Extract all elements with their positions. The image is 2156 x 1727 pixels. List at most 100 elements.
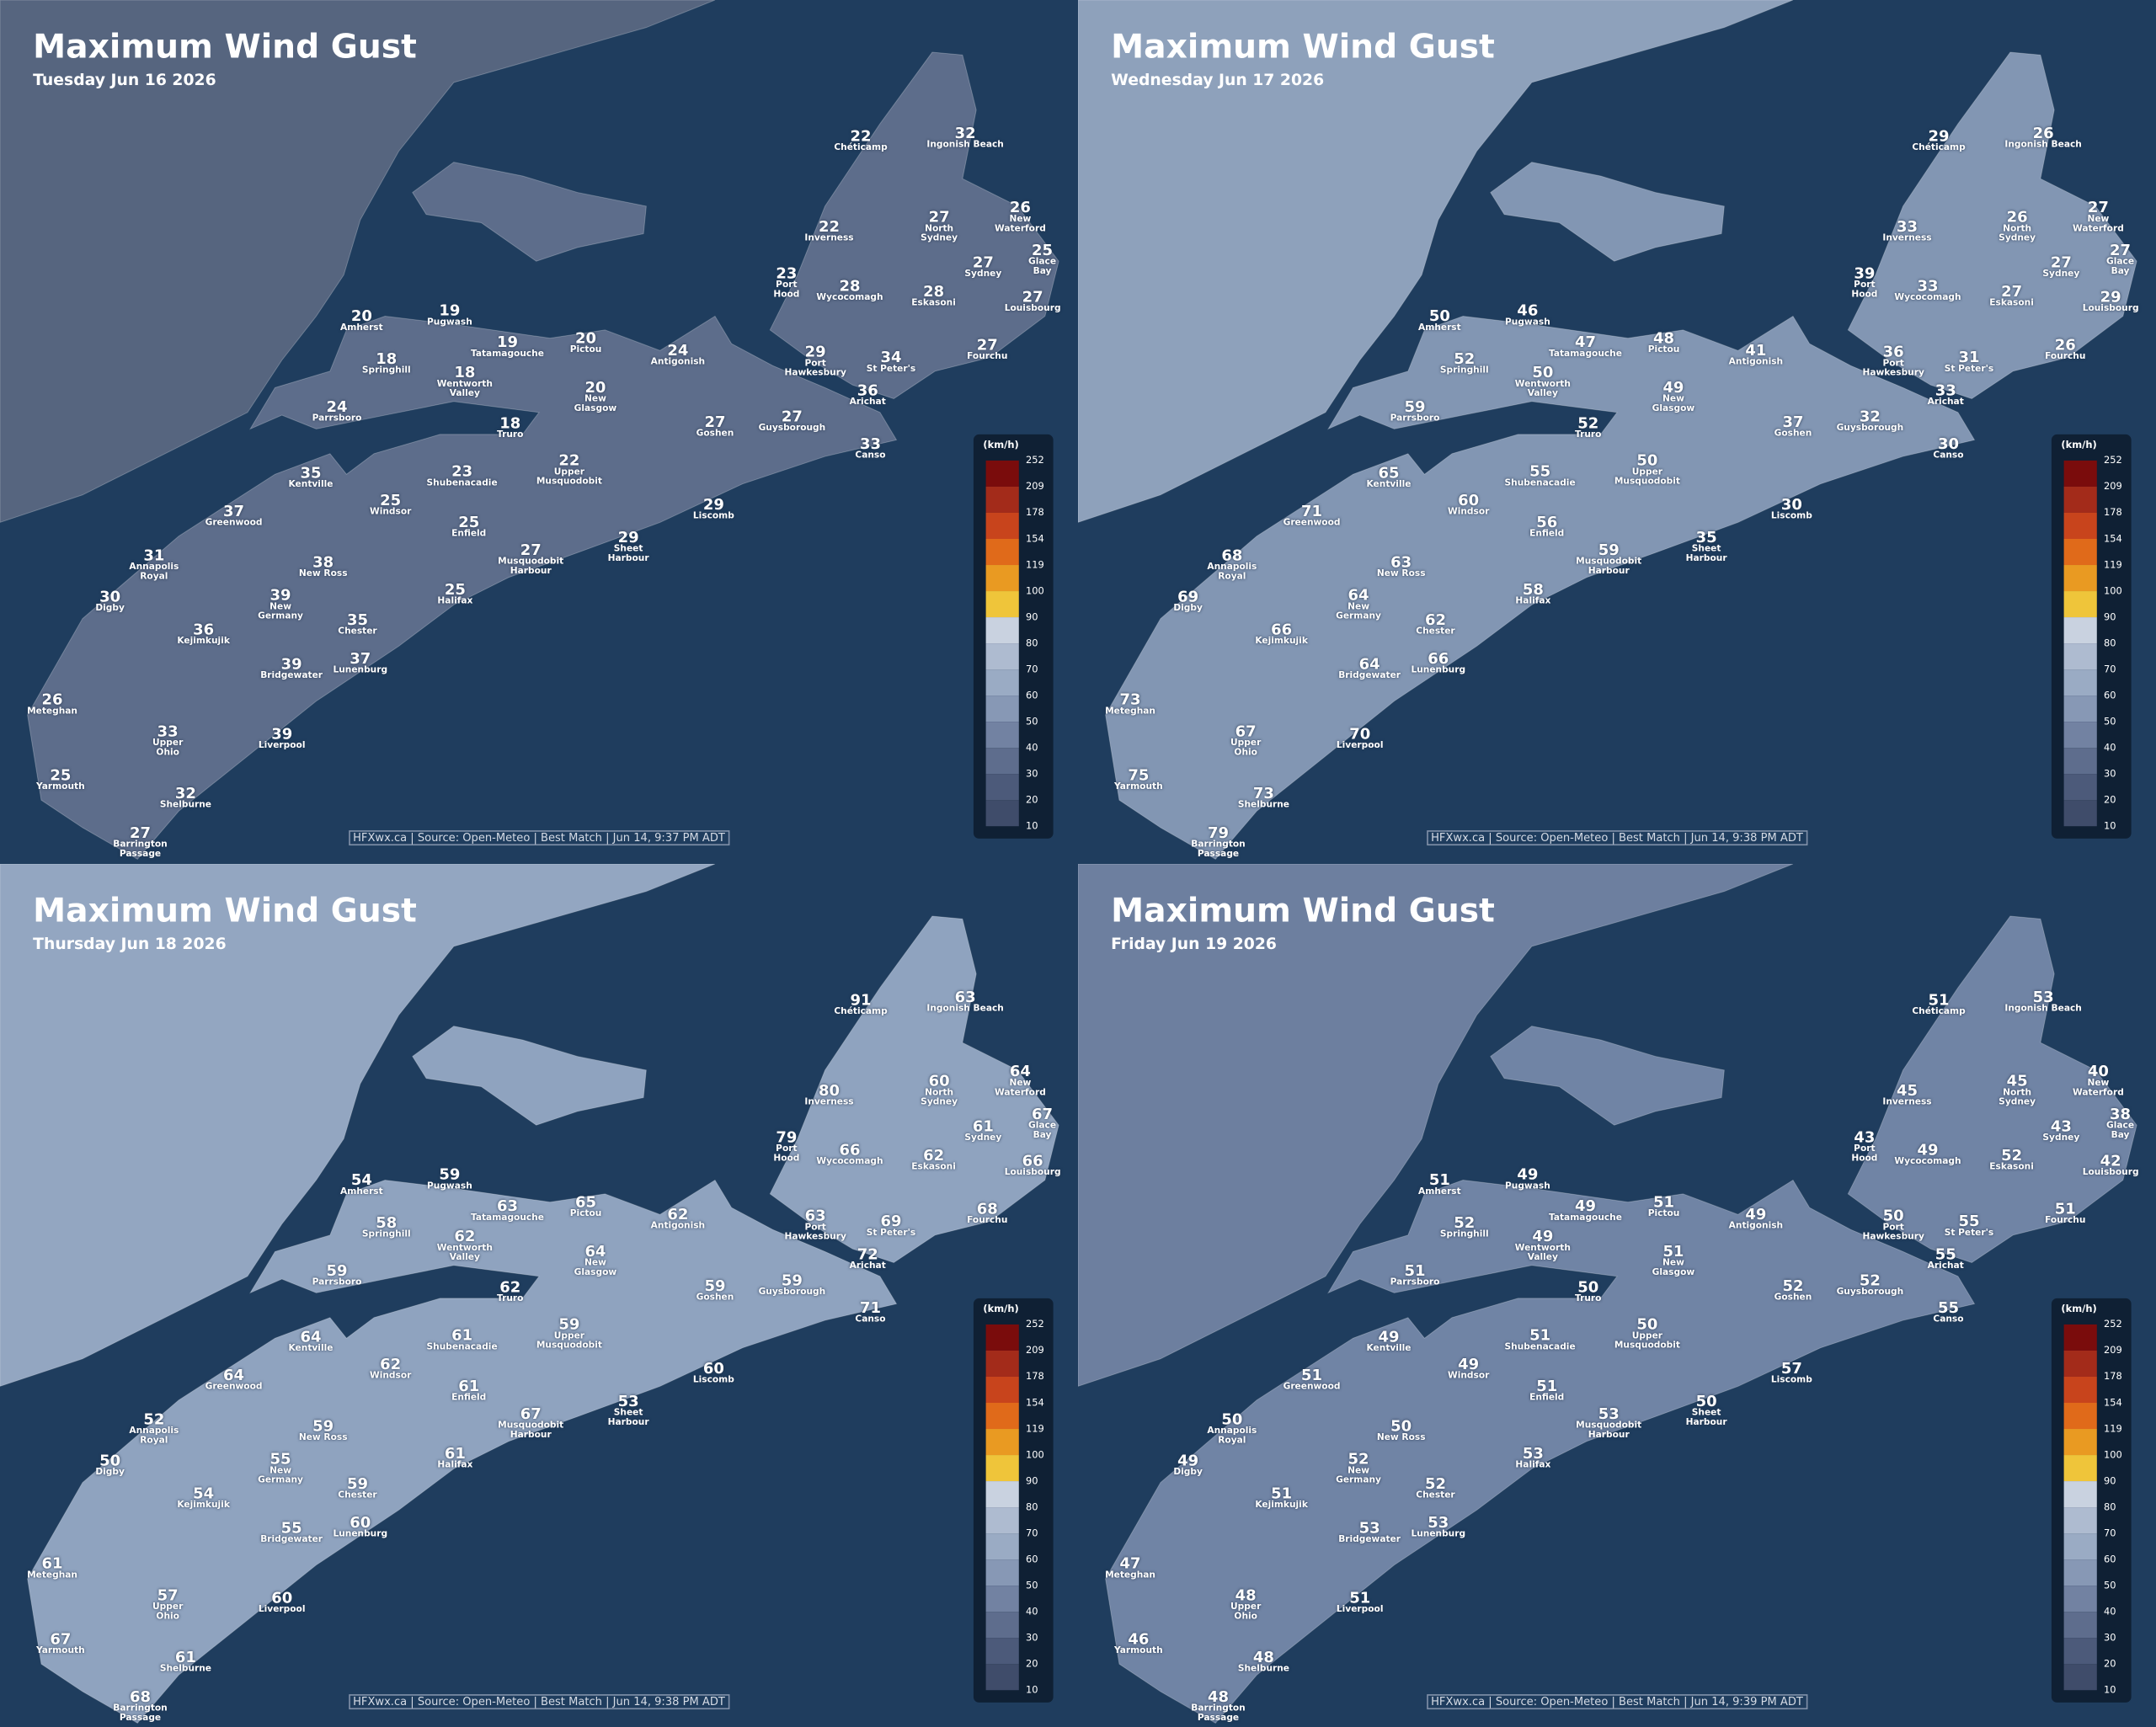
gust-value: 28 [923, 282, 945, 301]
gust-value: 48 [1653, 329, 1675, 348]
gust-value: 27 [976, 336, 998, 354]
gust-value: 27 [1022, 288, 1043, 306]
location-name: Truro [1575, 1292, 1602, 1303]
location-name: Glace Bay [2106, 1119, 2135, 1140]
location-name: Antigonish [650, 1219, 706, 1231]
gust-value: 62 [1424, 610, 1446, 629]
legend-tick: 70 [1025, 664, 1038, 675]
gust-value: 60 [702, 1359, 724, 1378]
location-name: Bridgewater [1338, 1532, 1401, 1544]
gust-value: 59 [439, 1165, 461, 1184]
location-name: Kejimkujik [177, 1498, 230, 1510]
legend-tick: 50 [1025, 1580, 1038, 1591]
location-name: Yarmouth [36, 781, 85, 792]
land-pei [1490, 162, 1725, 262]
legend-tick: 80 [1025, 637, 1038, 649]
gust-value: 45 [2006, 1071, 2028, 1090]
legend-tick: 90 [2103, 1475, 2116, 1487]
legend: (km/h) 252 209 178 154 119 100 90 80 70 60 50 40 30 20… [2051, 434, 2132, 839]
location-name: Louisbourg [1004, 302, 1061, 314]
gust-value: 62 [667, 1205, 689, 1223]
gust-value: 51 [1404, 1261, 1426, 1280]
location-name: Inverness [1882, 232, 1932, 243]
location-name: Amherst [340, 322, 383, 333]
legend-tick: 178 [2103, 1370, 2122, 1383]
location-name: Ingonish Beach [926, 1002, 1004, 1014]
gust-value: 64 [1348, 586, 1369, 605]
gust-value: 53 [1598, 1404, 1620, 1423]
gust-value: 47 [1574, 333, 1596, 352]
location-name: Liscomb [692, 509, 734, 521]
legend-swatch [985, 1663, 1019, 1690]
gust-value: 37 [1782, 413, 1804, 431]
gust-value: 37 [223, 502, 245, 520]
legend-tick: 154 [1025, 1396, 1044, 1409]
location-name: Port Hood [773, 1142, 800, 1164]
legend-swatch [985, 617, 1019, 644]
location-name: North Sydney [1999, 1085, 2036, 1107]
gust-value: 69 [880, 1212, 902, 1230]
gust-value: 29 [702, 495, 724, 514]
gust-value: 50 [1221, 1410, 1243, 1428]
gust-value: 50 [1428, 306, 1450, 326]
gust-value: 30 [1937, 434, 1959, 453]
gust-value: 68 [130, 1687, 152, 1706]
location-name: New Ross [298, 568, 348, 579]
gust-value: 25 [1032, 241, 1054, 259]
legend-tick: 252 [1025, 455, 1044, 466]
location-name: North Sydney [921, 222, 958, 243]
location-name: Kentville [288, 478, 334, 490]
legend-tick: 60 [1025, 690, 1038, 701]
gust-value: 53 [2032, 988, 2054, 1006]
location-name: New Germany [258, 600, 303, 621]
gust-value: 38 [312, 553, 334, 572]
location-name: St Peter's [866, 363, 916, 375]
location-name: Sheet Harbour [1685, 1406, 1727, 1427]
gust-value: 18 [376, 349, 398, 368]
legend-tick: 252 [1025, 1318, 1044, 1330]
location-name: Yarmouth [1114, 781, 1163, 792]
location-name: Annapolis Royal [129, 561, 179, 582]
location-name: Greenwood [1283, 1380, 1341, 1392]
gust-value: 91 [850, 990, 872, 1009]
location-name: Tatamagouche [470, 348, 544, 360]
location-name: Kentville [288, 1341, 334, 1353]
gust-value: 51 [1653, 1192, 1675, 1211]
gust-value: 20 [350, 306, 372, 326]
gust-value: 27 [2001, 282, 2023, 301]
gust-value: 29 [1928, 127, 1950, 146]
legend-tick: 60 [2103, 1554, 2116, 1565]
gust-value: 26 [41, 690, 63, 709]
gust-value: 32 [1859, 408, 1881, 426]
location-name: Upper Ohio [1230, 1600, 1262, 1622]
location-name: North Sydney [1999, 222, 2036, 243]
gust-value: 55 [1937, 1298, 1959, 1317]
gust-value: 51 [1928, 990, 1950, 1009]
gust-value: 51 [1662, 1242, 1684, 1261]
location-name: Enfield [451, 527, 487, 539]
location-name: Upper Musquodobit [536, 466, 602, 487]
location-name: Port Hood [1851, 1142, 1878, 1164]
location-name: Inverness [1882, 1095, 1932, 1107]
location-name: Upper Ohio [152, 1600, 184, 1622]
location-name: New Ross [298, 1431, 348, 1442]
gust-value: 52 [1454, 1213, 1476, 1232]
location-name: Fourchu [967, 1213, 1008, 1225]
gust-value: 34 [880, 348, 902, 367]
location-name: Port Hawkesbury [784, 1220, 846, 1242]
location-name: Chéticamp [1912, 1005, 1966, 1016]
location-name: Canso [855, 449, 886, 461]
location-name: Musquodobit Harbour [498, 555, 564, 577]
legend-tick: 100 [2103, 585, 2122, 597]
location-name: Upper Ohio [1230, 737, 1262, 758]
gust-value: 55 [280, 1518, 302, 1537]
gust-value: 35 [300, 464, 322, 482]
legend-swatch [2063, 696, 2097, 722]
legend-swatch [985, 748, 1019, 775]
gust-value: 49 [1378, 1327, 1400, 1346]
location-name: Wentworth Valley [1514, 1241, 1571, 1262]
legend-swatch [2063, 617, 2097, 644]
map-panel: Maximum Wind Gust Tuesday Jun 16 2026 22 Ch… [0, 0, 1078, 863]
location-name: Glace Bay [2106, 255, 2135, 277]
